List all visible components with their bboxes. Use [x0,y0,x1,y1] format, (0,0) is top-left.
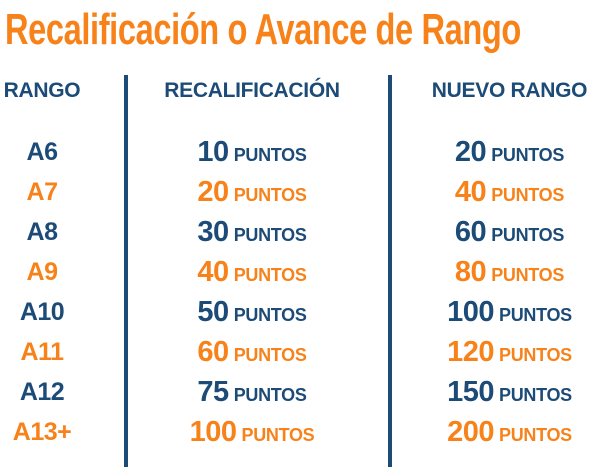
points-value: 100 [189,416,237,448]
column-header-rango: RANGO [3,79,81,102]
points-unit-label: PUNTOS [233,265,307,285]
column-header-nuevo-rango: NUEVO RANGO [431,79,588,102]
rank-cell: A10 [19,298,65,326]
nuevo-rango-points-cell: 80 PUNTOS [419,252,600,292]
nuevo-rango-points-cell: 100 PUNTOS [419,292,600,332]
recalificacion-points-cell: 100 PUNTOS [127,412,377,452]
points-value: 20 [454,136,487,168]
nuevo-rango-points-cell: 200 PUNTOS [419,412,600,452]
points-unit-label: PUNTOS [233,145,307,165]
nuevo-rango-points-cell: 20 PUNTOS [419,132,600,172]
table-row: A9 40 PUNTOS 80 PUNTOS [0,252,600,292]
page-title: Recalificación o Avance de Rango [5,5,521,54]
nuevo-rango-points-cell: 60 PUNTOS [419,212,600,252]
recalificacion-points-cell: 60 PUNTOS [127,332,377,372]
table-row: A7 20 PUNTOS 40 PUNTOS [0,172,600,212]
table-row: A8 30 PUNTOS 60 PUNTOS [0,212,600,252]
points-value: 150 [447,376,494,408]
rank-cell: A9 [26,258,58,286]
column-header-recalificacion: RECALIFICACIÓN [164,79,340,102]
points-value: 30 [197,216,229,248]
recalificacion-points-cell: 40 PUNTOS [127,252,377,292]
recalificacion-points-cell: 75 PUNTOS [127,372,377,412]
rank-cell: A8 [26,218,58,246]
table-row: A6 10 PUNTOS 20 PUNTOS [0,132,600,172]
recalificacion-points-cell: 50 PUNTOS [127,292,377,332]
points-value: 10 [197,136,229,168]
recalificacion-points-cell: 20 PUNTOS [127,172,377,212]
points-unit-label: PUNTOS [491,145,565,165]
points-value: 200 [447,416,494,448]
points-value: 40 [197,256,229,288]
table-row: A11 60 PUNTOS 120 PUNTOS [0,332,600,372]
points-value: 20 [197,176,229,208]
nuevo-rango-points-cell: 120 PUNTOS [419,332,600,372]
points-value: 75 [197,376,229,408]
points-value: 50 [197,296,229,328]
points-unit-label: PUNTOS [499,345,572,365]
points-value: 120 [447,336,494,368]
rank-cell: A6 [26,138,58,166]
points-unit-label: PUNTOS [233,305,307,325]
points-unit-label: PUNTOS [491,225,565,245]
recalificacion-points-cell: 30 PUNTOS [127,212,377,252]
points-value: 80 [454,256,487,288]
nuevo-rango-points-cell: 40 PUNTOS [419,172,600,212]
points-value: 100 [447,296,494,328]
points-unit-label: PUNTOS [499,305,572,325]
points-unit-label: PUNTOS [491,265,565,285]
points-unit-label: PUNTOS [499,385,572,405]
nuevo-rango-points-cell: 150 PUNTOS [419,372,600,412]
points-value: 60 [454,216,487,248]
rank-cell: A7 [26,178,58,206]
rank-cell: A11 [20,338,64,366]
points-unit-label: PUNTOS [499,425,572,445]
column-divider-2 [388,75,392,467]
points-unit-label: PUNTOS [233,385,307,405]
table-row: A13+ 100 PUNTOS 200 PUNTOS [0,412,600,452]
points-unit-label: PUNTOS [241,425,315,445]
rank-cell: A13+ [12,418,72,446]
recalificacion-points-cell: 10 PUNTOS [127,132,377,172]
points-unit-label: PUNTOS [233,225,307,245]
points-unit-label: PUNTOS [233,185,307,205]
points-unit-label: PUNTOS [233,345,307,365]
table-row: A10 50 PUNTOS 100 PUNTOS [0,292,600,332]
table-row: A12 75 PUNTOS 150 PUNTOS [0,372,600,412]
column-divider-1 [124,75,128,467]
points-unit-label: PUNTOS [491,185,565,205]
points-value: 40 [454,176,487,208]
rank-cell: A12 [19,378,65,406]
points-value: 60 [197,336,229,368]
